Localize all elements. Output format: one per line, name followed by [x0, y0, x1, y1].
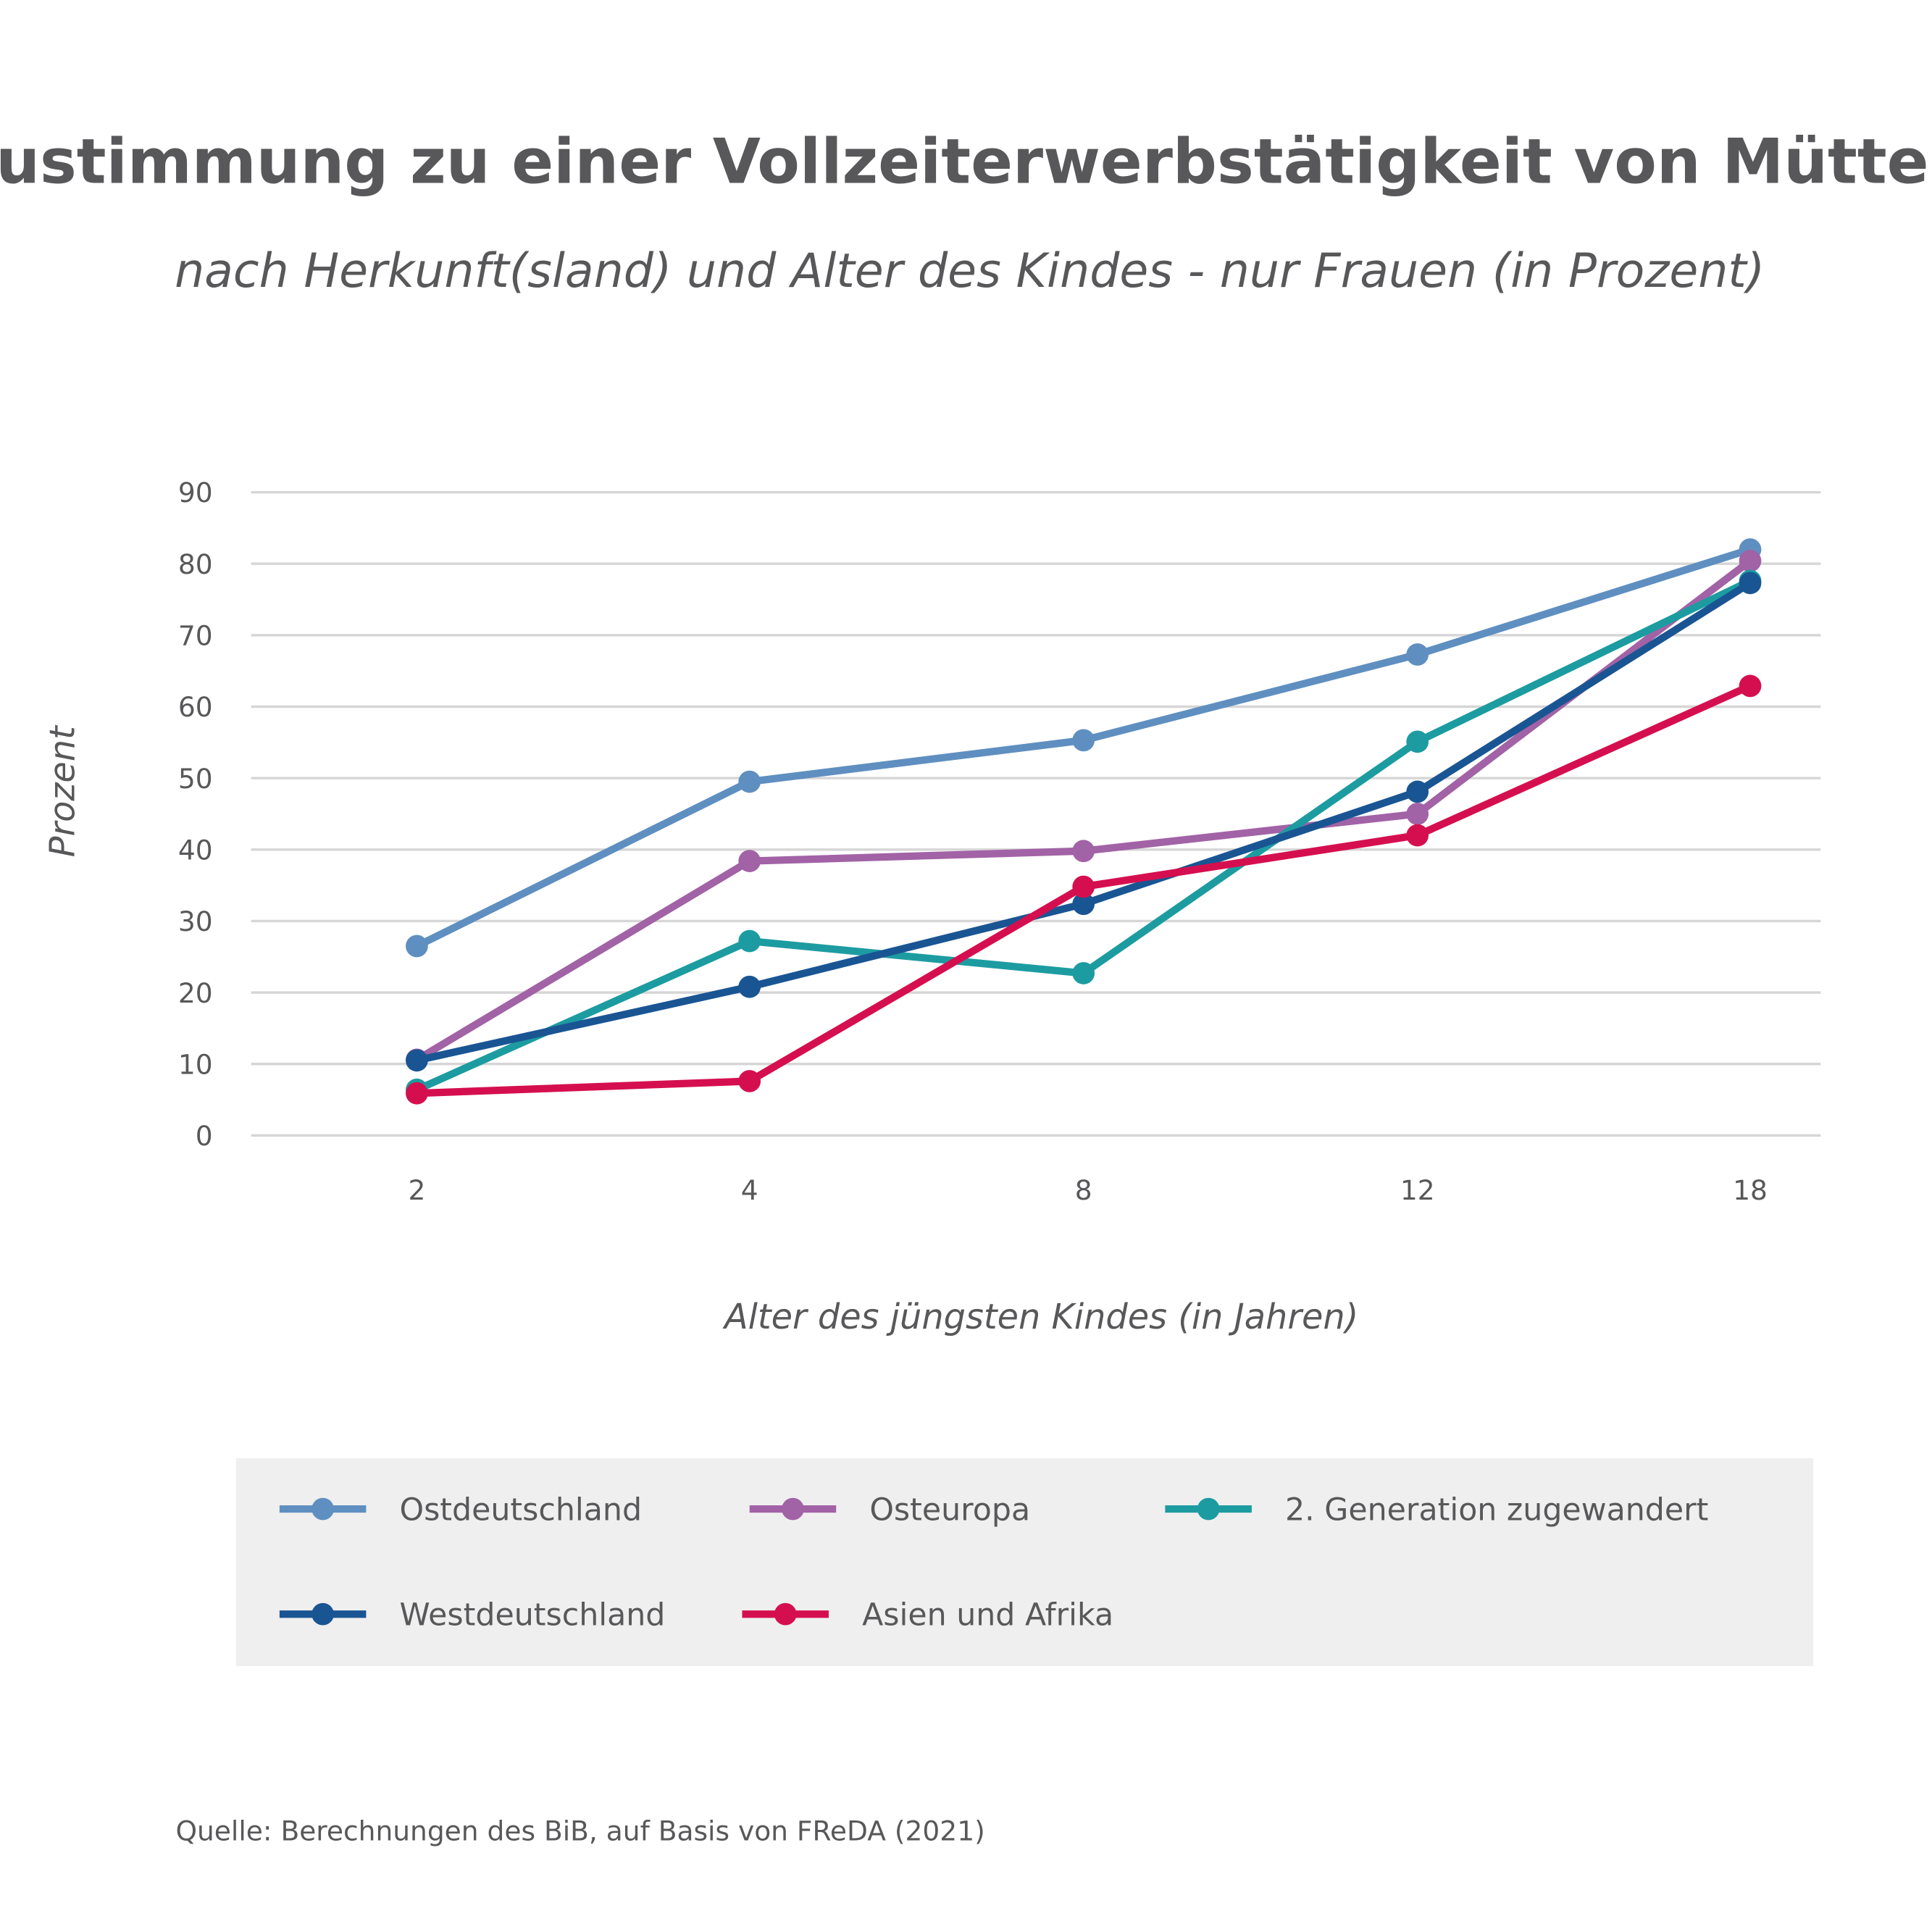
y-tick-label: 10 [178, 1048, 213, 1080]
y-tick-label: 80 [178, 548, 213, 580]
legend-label: Osteuropa [869, 1492, 1030, 1528]
x-axis-ticks: 2 4 8 12 18 [408, 1174, 1767, 1206]
series-westdeutschland [406, 572, 1762, 1072]
legend-swatch-marker [774, 1602, 797, 1626]
x-tick-label: 4 [741, 1174, 758, 1206]
gridlines [251, 490, 1821, 1137]
data-point [1739, 549, 1762, 572]
data-point [1072, 875, 1095, 898]
data-point [406, 1049, 428, 1072]
legend-item: 2. Generation zugewandert [1165, 1492, 1708, 1528]
y-tick-label: 0 [196, 1120, 213, 1152]
series-ostdeutschland [406, 538, 1762, 958]
data-point [738, 770, 761, 793]
data-point [1406, 803, 1429, 825]
chart-title: Zustimmung zu einer Vollzeiterwerbstätig… [0, 127, 1932, 198]
y-axis-label: Prozent [43, 724, 83, 858]
data-point [1072, 729, 1095, 752]
legend-item: Ostdeutschland [279, 1492, 642, 1528]
legend-swatch-marker [782, 1497, 804, 1521]
y-tick-label: 70 [178, 620, 213, 652]
data-point [406, 934, 428, 958]
legend-swatch-marker [311, 1497, 335, 1521]
legend-swatch-marker [311, 1602, 335, 1626]
legend-label: Asien und Afrika [862, 1597, 1113, 1634]
data-point [738, 1070, 761, 1092]
series-lines [406, 538, 1762, 1105]
y-tick-label: 90 [178, 477, 213, 509]
data-point [1406, 780, 1429, 803]
y-tick-label: 20 [178, 977, 213, 1009]
x-tick-label: 8 [1075, 1174, 1092, 1206]
y-axis-ticks: 0 10 20 30 40 50 60 70 80 90 [178, 477, 213, 1152]
legend-label: Ostdeutschland [399, 1492, 642, 1528]
data-point [1072, 840, 1095, 863]
x-axis-label: Alter des jüngsten Kindes (in Jahren) [722, 1297, 1358, 1337]
legend-item: Osteuropa [749, 1492, 1030, 1528]
x-tick-label: 18 [1733, 1174, 1768, 1206]
legend-label: Westdeutschland [399, 1597, 665, 1634]
data-point [1739, 572, 1762, 595]
x-tick-label: 2 [408, 1174, 425, 1206]
y-tick-label: 30 [178, 906, 213, 937]
data-point [1406, 730, 1429, 753]
source-note: Quelle: Berechnungen des BiB, auf Basis … [175, 1815, 984, 1847]
legend-box [236, 1458, 1814, 1666]
data-point [1406, 643, 1429, 666]
data-point [1072, 892, 1095, 916]
y-tick-label: 50 [178, 763, 213, 795]
data-point [738, 929, 761, 953]
data-point [406, 1082, 428, 1105]
legend-item: Asien und Afrika [742, 1597, 1113, 1634]
y-tick-label: 60 [178, 691, 213, 723]
legend-swatch-marker [1197, 1497, 1220, 1521]
legend-item: Westdeutschland [279, 1597, 665, 1634]
data-point [738, 975, 761, 998]
series-line [416, 580, 1752, 1064]
data-point [738, 850, 761, 872]
data-point [1406, 824, 1429, 847]
x-tick-label: 12 [1400, 1174, 1435, 1206]
series-asien-und-afrika [406, 674, 1762, 1105]
data-point [1739, 674, 1762, 698]
data-point [1072, 962, 1095, 984]
legend: Ostdeutschland Osteuropa 2. Generation zug… [279, 1492, 1708, 1634]
legend-label: 2. Generation zugewandert [1285, 1492, 1708, 1528]
chart-subtitle: nach Herkunft(sland) und Alter des Kinde… [175, 244, 1765, 298]
y-tick-label: 40 [178, 834, 213, 866]
